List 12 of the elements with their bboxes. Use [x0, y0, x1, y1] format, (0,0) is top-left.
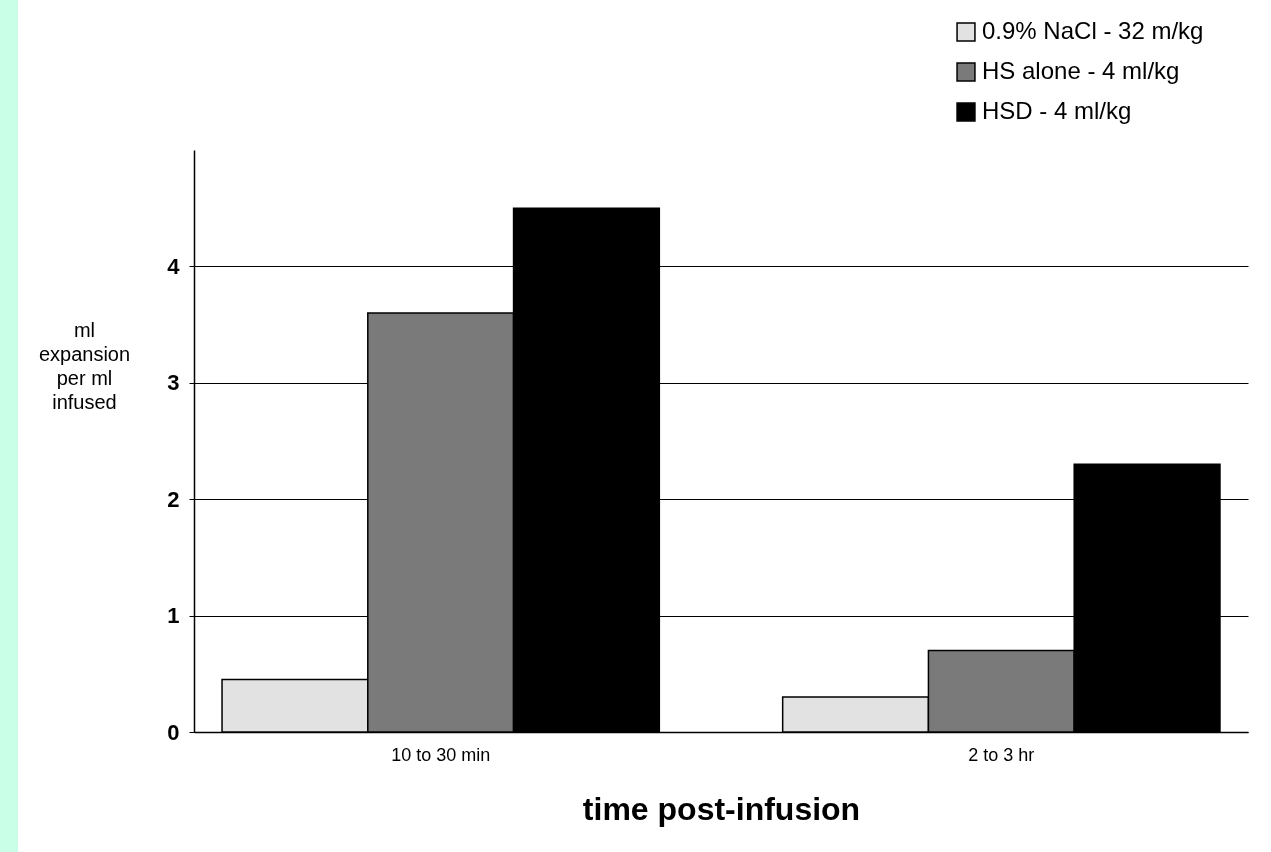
legend-label: 0.9% NaCl - 32 m/kg — [982, 17, 1204, 44]
x-axis-title: time post-infusion — [582, 790, 861, 827]
y-tick-label: 3 — [167, 370, 180, 396]
y-tick-label: 4 — [167, 253, 181, 279]
legend-label: HS alone - 4 ml/kg — [982, 57, 1180, 84]
y-tick-label: 1 — [167, 603, 180, 629]
legend-label: HSD - 4 ml/kg — [982, 97, 1132, 124]
y-axis-title: ml expansion per ml infused — [38, 318, 131, 413]
y-tick-label: 2 — [167, 486, 180, 512]
x-tick-label: 2 to 3 hr — [968, 744, 1035, 765]
x-tick-label: 10 to 30 min — [391, 744, 491, 765]
y-tick-label: 0 — [167, 719, 180, 745]
